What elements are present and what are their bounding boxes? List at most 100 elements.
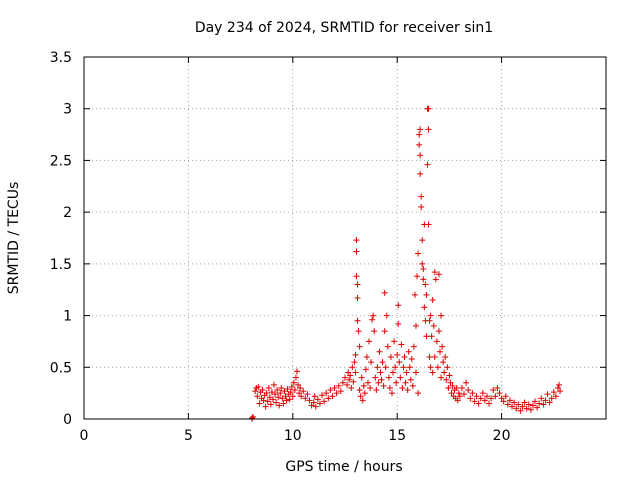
data-point — [509, 403, 516, 410]
y-tick-label: 1 — [63, 309, 72, 325]
data-point — [353, 248, 360, 255]
data-point — [280, 400, 287, 407]
data-point — [525, 401, 532, 408]
data-point — [293, 368, 300, 375]
data-point — [265, 384, 272, 391]
data-point — [311, 393, 318, 400]
data-point — [431, 353, 438, 360]
data-point — [316, 400, 323, 407]
data-point — [418, 193, 425, 200]
data-point — [267, 401, 274, 408]
x-tick-label: 5 — [184, 428, 193, 444]
data-point — [337, 388, 344, 395]
data-point — [483, 393, 490, 400]
data-point — [420, 266, 427, 273]
data-point — [429, 297, 436, 304]
data-point — [358, 374, 365, 381]
data-point — [438, 312, 445, 319]
y-tick-label: 1.5 — [50, 257, 72, 273]
data-point — [352, 351, 359, 358]
data-point — [354, 281, 361, 288]
data-point — [344, 381, 351, 388]
data-point — [399, 384, 406, 391]
data-point — [529, 402, 536, 409]
data-point — [411, 291, 418, 298]
data-point — [290, 379, 297, 386]
data-point — [477, 395, 484, 402]
data-point — [268, 389, 275, 396]
data-point — [346, 376, 353, 383]
data-point — [331, 384, 338, 391]
data-point — [366, 338, 373, 345]
data-point — [479, 390, 486, 397]
data-point — [426, 353, 433, 360]
data-point — [368, 359, 375, 366]
data-point — [440, 359, 447, 366]
data-point — [548, 395, 555, 402]
data-point — [291, 387, 298, 394]
data-point — [412, 369, 419, 376]
data-point — [273, 399, 280, 406]
plot-frame — [83, 56, 607, 420]
data-point — [274, 387, 281, 394]
data-point — [557, 388, 564, 395]
data-point — [292, 374, 299, 381]
data-point — [289, 393, 296, 400]
data-point — [354, 294, 361, 301]
data-point — [406, 364, 413, 371]
data-point — [329, 393, 336, 400]
data-point — [542, 397, 549, 404]
data-point — [415, 250, 422, 257]
y-tick-label: 3 — [63, 102, 72, 118]
data-point — [415, 390, 422, 397]
data-point — [381, 289, 388, 296]
data-point — [353, 237, 360, 244]
data-point — [302, 395, 309, 402]
data-point — [378, 376, 385, 383]
data-point — [471, 398, 478, 405]
data-point — [425, 105, 432, 112]
data-point — [402, 379, 409, 386]
data-point — [360, 382, 367, 389]
data-point — [260, 397, 267, 404]
data-point — [351, 359, 358, 366]
data-point — [390, 369, 397, 376]
data-point — [422, 281, 429, 288]
data-point — [408, 356, 415, 363]
data-point — [425, 126, 432, 133]
data-point — [354, 317, 361, 324]
data-point — [449, 382, 456, 389]
data-point — [500, 398, 507, 405]
data-point — [249, 414, 256, 421]
data-point — [363, 353, 370, 360]
data-point — [278, 384, 285, 391]
data-point — [463, 379, 470, 386]
data-point — [393, 379, 400, 386]
data-point — [550, 389, 557, 396]
y-tick-label: 0.5 — [50, 360, 72, 376]
data-point — [308, 402, 315, 409]
data-point — [310, 399, 317, 406]
data-point — [372, 374, 379, 381]
data-point — [347, 372, 354, 379]
data-point — [426, 317, 433, 324]
data-point — [447, 379, 454, 386]
data-point — [369, 316, 376, 323]
data-point — [392, 364, 399, 371]
data-point — [256, 400, 263, 407]
data-point — [327, 387, 334, 394]
data-point — [279, 395, 286, 402]
data-point — [385, 374, 392, 381]
data-point — [538, 395, 545, 402]
data-point — [453, 384, 460, 391]
data-point — [357, 393, 364, 400]
data-point — [419, 260, 426, 267]
data-point — [552, 393, 559, 400]
data-point — [264, 398, 271, 405]
data-point — [517, 407, 524, 414]
data-point — [515, 401, 522, 408]
data-point — [276, 402, 283, 409]
data-point — [417, 126, 424, 133]
data-point — [458, 384, 465, 391]
